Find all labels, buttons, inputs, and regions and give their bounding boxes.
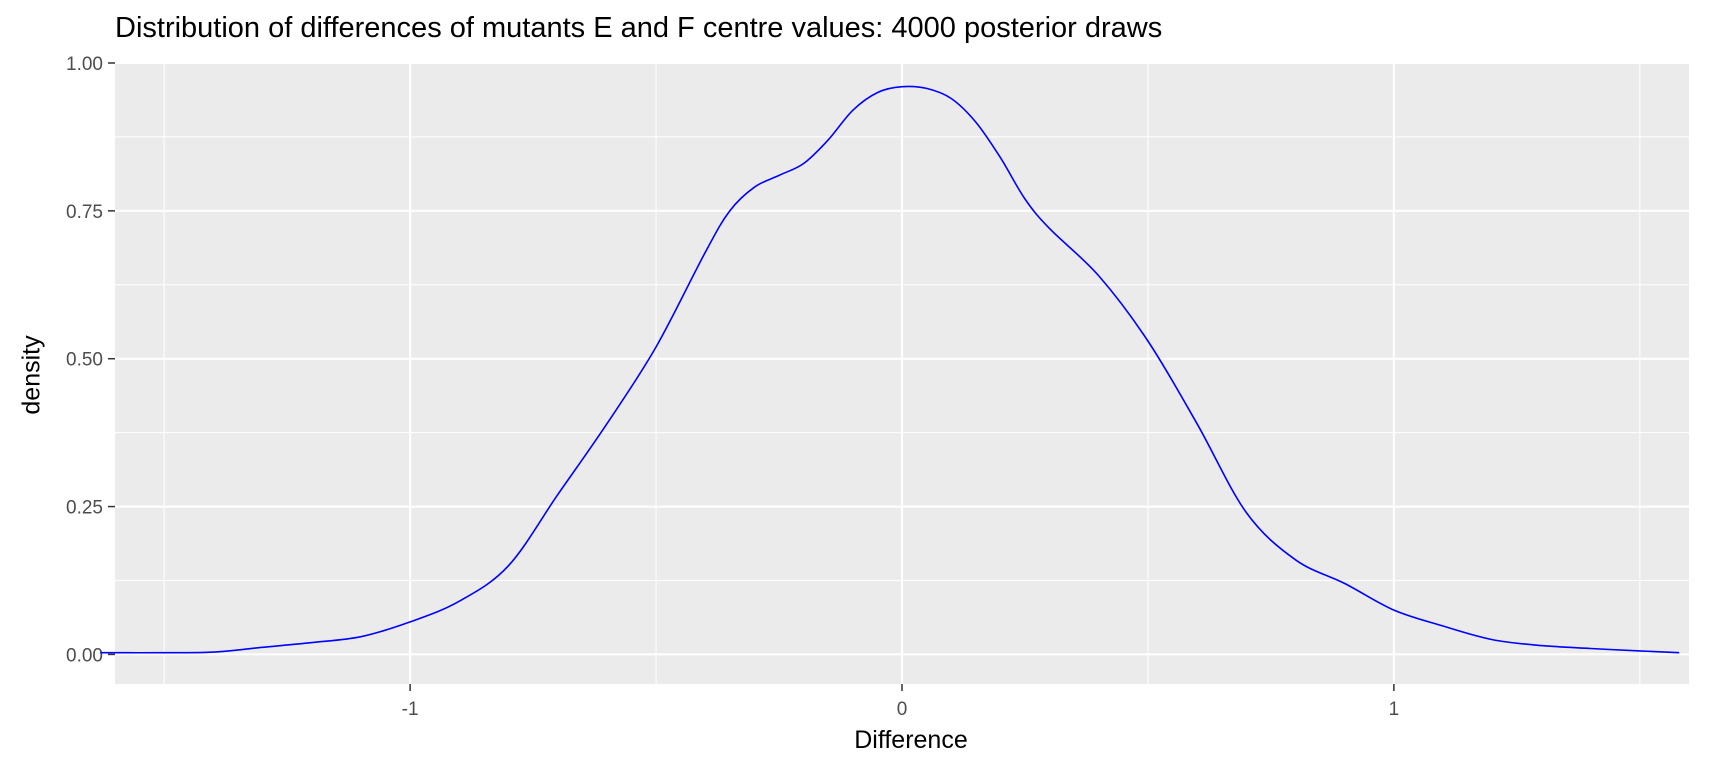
y-tick-label: 0.25 — [66, 498, 103, 519]
x-axis-label: Difference — [854, 726, 968, 754]
grid-major — [115, 62, 1689, 684]
y-tick-label: 1.00 — [66, 54, 103, 75]
chart-title: Distribution of differences of mutants E… — [115, 12, 1163, 44]
axes: -1 0 1 0.00 0.25 0.50 0.75 1.00 — [66, 54, 1399, 720]
x-tick-label: 1 — [1389, 699, 1400, 720]
x-tick-label: 0 — [897, 699, 908, 720]
density-line — [100, 85, 1680, 654]
y-tick-label: 0.00 — [66, 645, 103, 666]
y-tick-label: 0.75 — [66, 202, 103, 223]
y-axis-label: density — [17, 335, 46, 415]
y-tick-label: 0.50 — [66, 350, 103, 371]
x-tick-label: -1 — [402, 699, 419, 720]
